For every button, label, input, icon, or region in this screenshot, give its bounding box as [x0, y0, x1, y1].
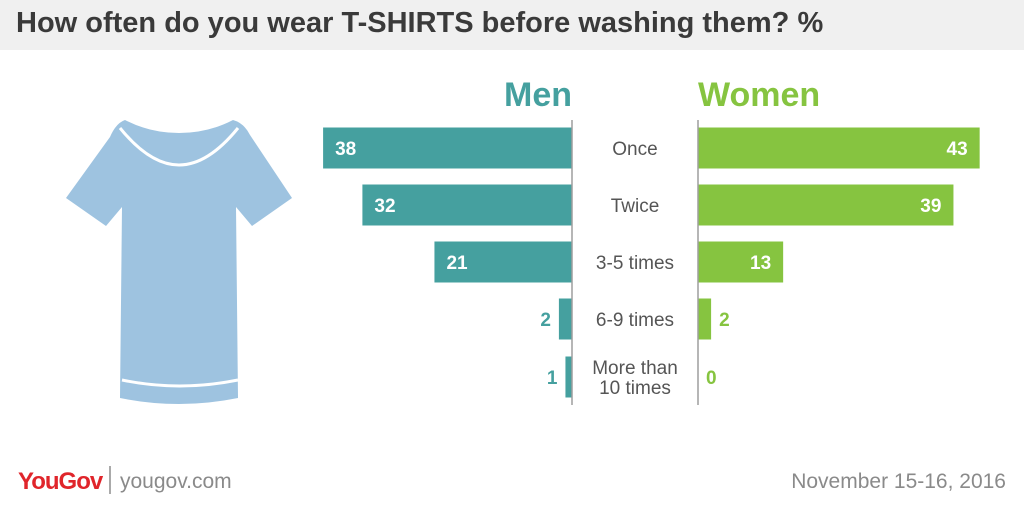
category-label: 6-9 times [596, 310, 674, 331]
footer-divider [109, 466, 111, 494]
category-label: Twice [611, 196, 660, 217]
bars: 38 43 Once 32 39 Twice 21 13 3-5 times 2 2 6-9 time… [323, 127, 980, 399]
category-label: 10 times [599, 378, 671, 399]
tshirt-icon [66, 120, 292, 404]
bar-men [565, 356, 572, 398]
data-label-men: 1 [547, 368, 558, 389]
data-label-women: 13 [750, 253, 771, 274]
legend-women: Women [698, 76, 820, 114]
legend-men-label: Men [504, 76, 572, 114]
data-label-women: 2 [719, 310, 730, 331]
data-label-men: 38 [335, 139, 356, 160]
legend-men: Men [504, 76, 572, 114]
category-label: 3-5 times [596, 253, 674, 274]
bar-men [434, 241, 572, 283]
bar-men [558, 298, 572, 340]
bar-women [698, 241, 784, 283]
chart-title: How often do you wear T-SHIRTS before wa… [16, 7, 824, 39]
data-label-men: 2 [540, 310, 551, 331]
data-label-men: 21 [446, 253, 468, 274]
data-label-women: 39 [920, 196, 941, 217]
data-label-men: 32 [374, 196, 395, 217]
data-label-women: 0 [706, 368, 717, 389]
bar-women [698, 298, 712, 340]
brand-logo: YouGov [18, 468, 103, 495]
survey-date: November 15-16, 2016 [791, 470, 1006, 493]
data-label-women: 43 [947, 139, 968, 160]
bar-women [698, 127, 980, 169]
bar-men [362, 184, 572, 226]
legend-women-label: Women [698, 76, 820, 114]
footer-url: yougov.com [120, 470, 232, 493]
category-label: Once [612, 139, 657, 160]
title-bar: How often do you wear T-SHIRTS before wa… [0, 0, 1024, 50]
bar-men [323, 127, 572, 169]
category-label: More than [592, 358, 678, 379]
bar-women [698, 184, 954, 226]
